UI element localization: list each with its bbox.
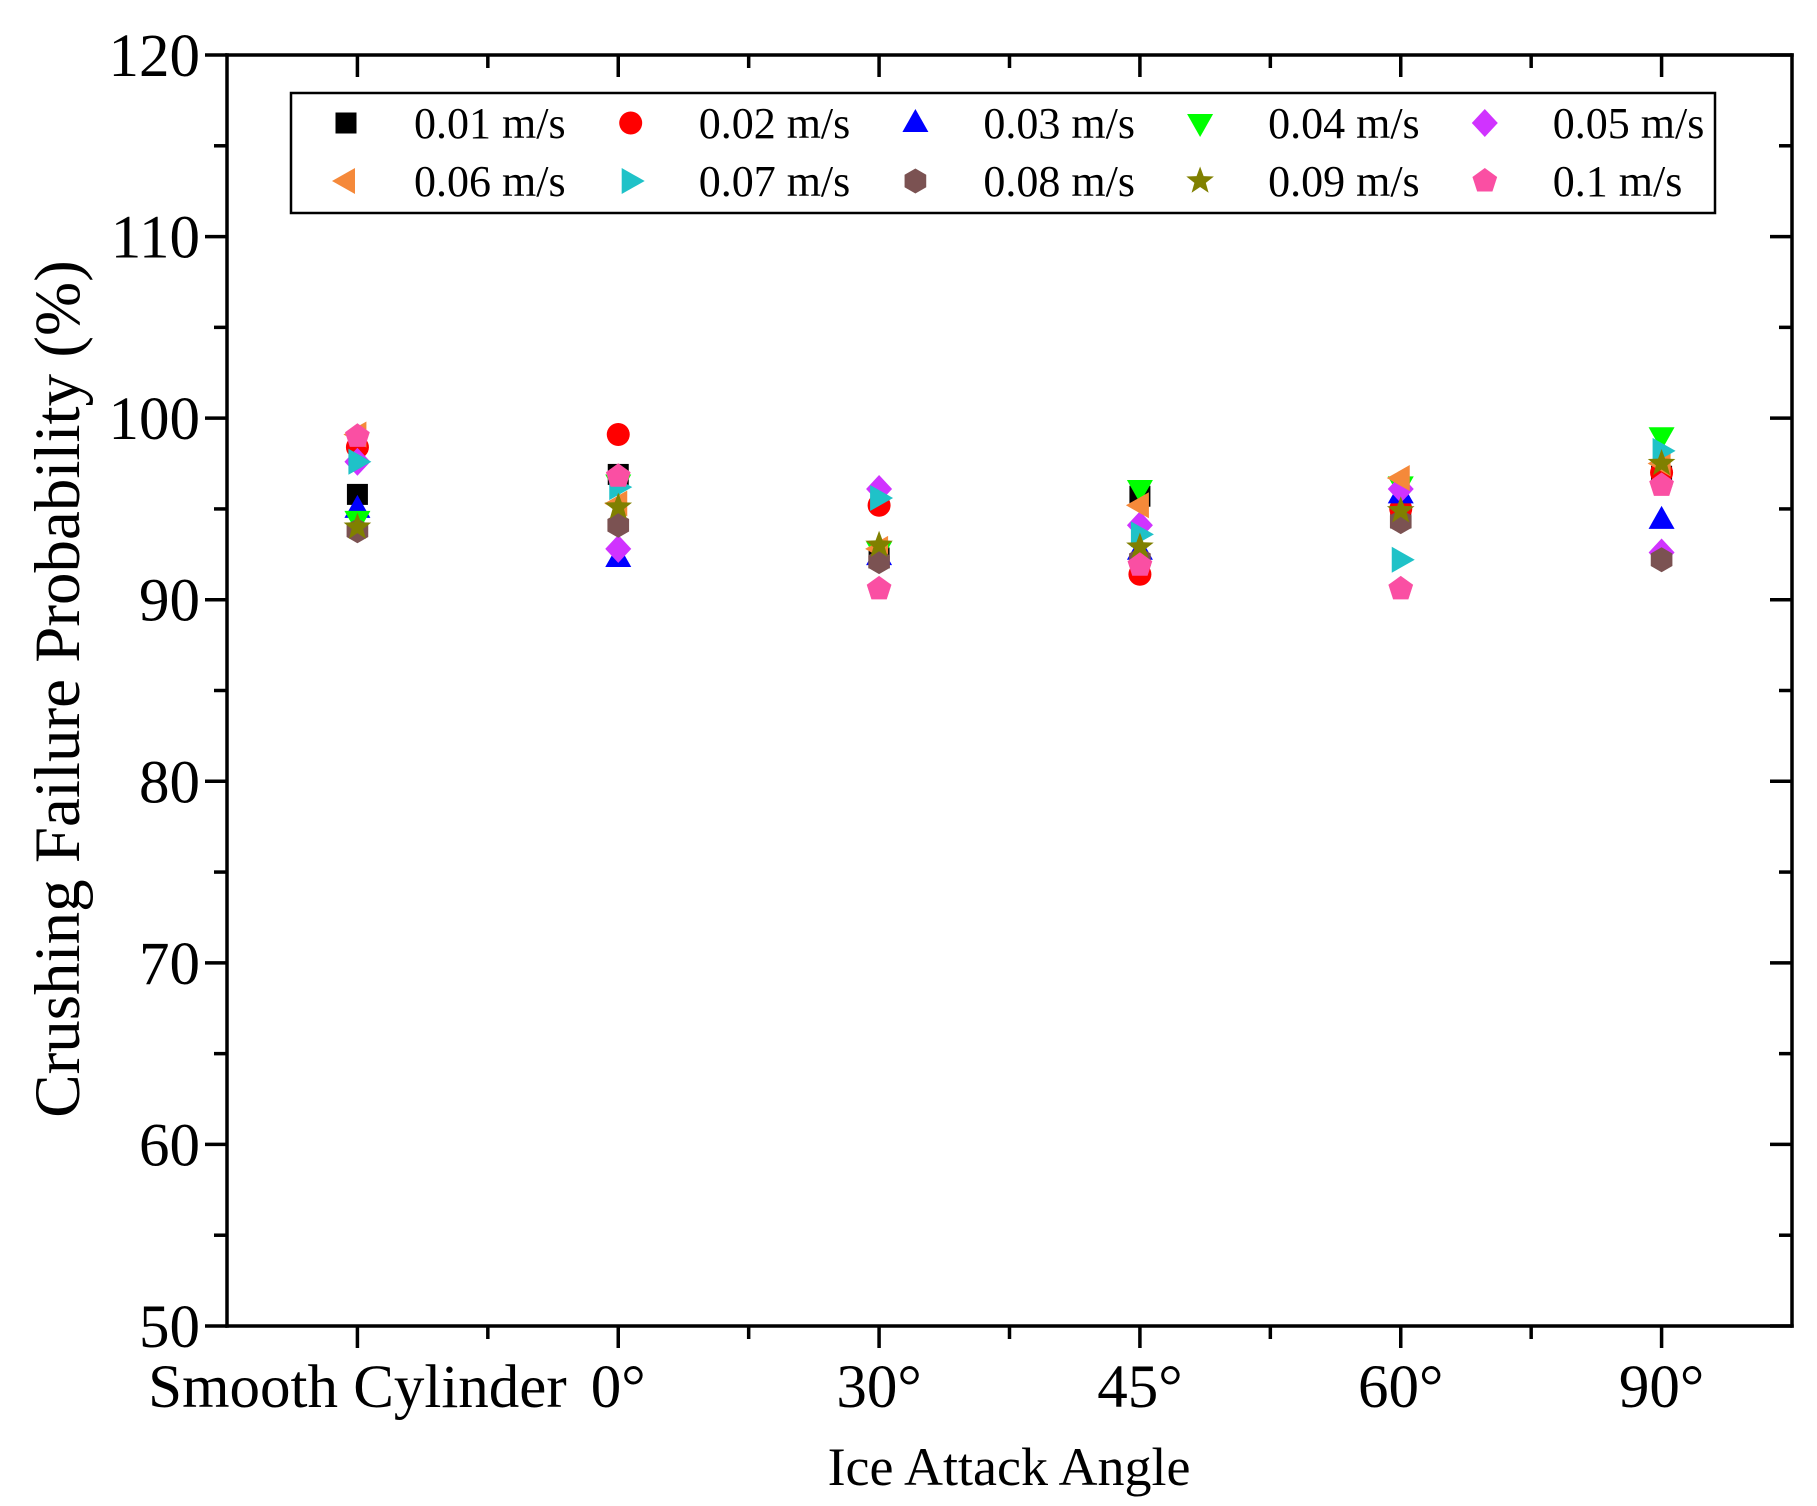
triangle-down-marker bbox=[1126, 479, 1153, 503]
triangle-right-marker bbox=[348, 448, 372, 475]
y-tick-label: 60 bbox=[139, 1112, 200, 1179]
pentagon-marker bbox=[866, 575, 892, 600]
y-tick-labels: 50 60 70 80 90 100 110 120 bbox=[109, 23, 201, 1361]
x-tick-label: 60° bbox=[1358, 1354, 1443, 1421]
pentagon-marker bbox=[1649, 472, 1674, 496]
star-marker bbox=[604, 492, 633, 519]
legend: 0.01 m/s 0.02 m/s 0.03 m/s 0.04 m/s 0.05 m/s… bbox=[289, 91, 1717, 215]
y-tick-label: 120 bbox=[109, 23, 201, 90]
series-4 bbox=[344, 427, 1675, 565]
triangle-up-icon bbox=[902, 109, 929, 132]
legend-label: 0.05 m/s bbox=[1553, 99, 1705, 148]
y-tick-label: 110 bbox=[111, 205, 200, 272]
plot-frame bbox=[225, 53, 1794, 1328]
triangle-right-marker bbox=[870, 485, 894, 512]
triangle-down-marker bbox=[1648, 427, 1675, 451]
legend-label: 0.01 m/s bbox=[414, 99, 566, 148]
series-2 bbox=[345, 422, 1674, 586]
x-axis-title: Ice Attack Angle bbox=[828, 1437, 1191, 1497]
legend-box bbox=[289, 91, 1717, 215]
hexagon-marker bbox=[607, 512, 630, 538]
triangle-down-icon bbox=[1187, 114, 1214, 137]
star-marker bbox=[1647, 449, 1676, 476]
series-10 bbox=[345, 423, 1674, 600]
legend-item: 0.08 m/s bbox=[904, 157, 1135, 206]
legend-label: 0.04 m/s bbox=[1268, 99, 1420, 148]
legend-item: 0.03 m/s bbox=[902, 99, 1135, 148]
legend-item: 0.06 m/s bbox=[332, 157, 566, 206]
pentagon-marker bbox=[605, 463, 631, 487]
circle-icon bbox=[619, 111, 643, 135]
series-7 bbox=[348, 437, 1676, 573]
diamond-icon bbox=[1471, 109, 1498, 137]
star-marker bbox=[1126, 532, 1154, 559]
x-tick-label: 45° bbox=[1097, 1354, 1182, 1421]
legend-item: 0.07 m/s bbox=[621, 157, 851, 206]
x-tick-label: 0° bbox=[591, 1354, 646, 1421]
series-9 bbox=[343, 449, 1676, 559]
star-marker bbox=[865, 530, 893, 557]
legend-item: 0.09 m/s bbox=[1186, 157, 1420, 206]
pentagon-icon bbox=[1472, 168, 1498, 192]
triangle-right-icon bbox=[621, 168, 645, 194]
y-tick-label: 70 bbox=[139, 931, 200, 998]
square-marker bbox=[346, 483, 368, 505]
pentagon-marker bbox=[1388, 575, 1414, 600]
y-axis-title: Crushing Failure Probability (%) bbox=[22, 260, 94, 1118]
legend-label: 0.08 m/s bbox=[983, 157, 1135, 206]
star-marker bbox=[343, 512, 372, 539]
legend-label: 0.06 m/s bbox=[414, 157, 566, 206]
x-tick-label: 90° bbox=[1619, 1354, 1704, 1421]
triangle-left-marker bbox=[1386, 465, 1410, 492]
star-icon bbox=[1186, 166, 1214, 193]
circle-marker bbox=[606, 422, 630, 446]
triangle-right-marker bbox=[1130, 521, 1154, 548]
legend-label: 0.1 m/s bbox=[1553, 157, 1683, 206]
series-3 bbox=[344, 480, 1675, 567]
axis-ticks bbox=[205, 53, 1792, 1348]
legend-item: 0.02 m/s bbox=[619, 99, 850, 148]
x-tick-labels: Smooth Cylinder 0° 30° 45° 60° 90° bbox=[148, 1354, 1704, 1421]
data-points bbox=[343, 421, 1676, 600]
y-tick-label: 80 bbox=[139, 749, 200, 816]
series-5 bbox=[344, 447, 1675, 567]
y-tick-label: 90 bbox=[139, 568, 200, 635]
hexagon-marker bbox=[1650, 547, 1673, 573]
hexagon-marker bbox=[868, 549, 890, 575]
series-6 bbox=[343, 421, 1671, 562]
triangle-right-marker bbox=[1391, 546, 1415, 573]
x-tick-label: Smooth Cylinder bbox=[148, 1354, 567, 1421]
legend-label: 0.09 m/s bbox=[1268, 157, 1420, 206]
hexagon-icon bbox=[904, 168, 927, 194]
triangle-left-marker bbox=[1125, 492, 1149, 519]
y-tick-label: 50 bbox=[139, 1294, 200, 1361]
triangle-left-icon bbox=[332, 168, 355, 194]
pentagon-marker bbox=[1127, 552, 1153, 576]
legend-item: 0.1 m/s bbox=[1472, 157, 1682, 206]
series-1 bbox=[346, 463, 1673, 569]
legend-label: 0.07 m/s bbox=[699, 157, 851, 206]
x-tick-label: 30° bbox=[836, 1354, 921, 1421]
series-8 bbox=[346, 509, 1673, 575]
legend-label: 0.02 m/s bbox=[699, 99, 851, 148]
diamond-marker bbox=[605, 534, 632, 563]
triangle-up-marker bbox=[1648, 505, 1675, 529]
star-marker bbox=[1386, 496, 1415, 523]
square-icon bbox=[335, 112, 357, 134]
legend-label: 0.03 m/s bbox=[983, 99, 1135, 148]
pentagon-marker bbox=[345, 423, 370, 447]
legend-item: 0.05 m/s bbox=[1471, 99, 1705, 148]
triangle-right-marker bbox=[1652, 437, 1676, 464]
legend-item: 0.04 m/s bbox=[1187, 99, 1420, 148]
y-tick-label: 100 bbox=[109, 386, 201, 453]
legend-item: 0.01 m/s bbox=[335, 99, 566, 148]
